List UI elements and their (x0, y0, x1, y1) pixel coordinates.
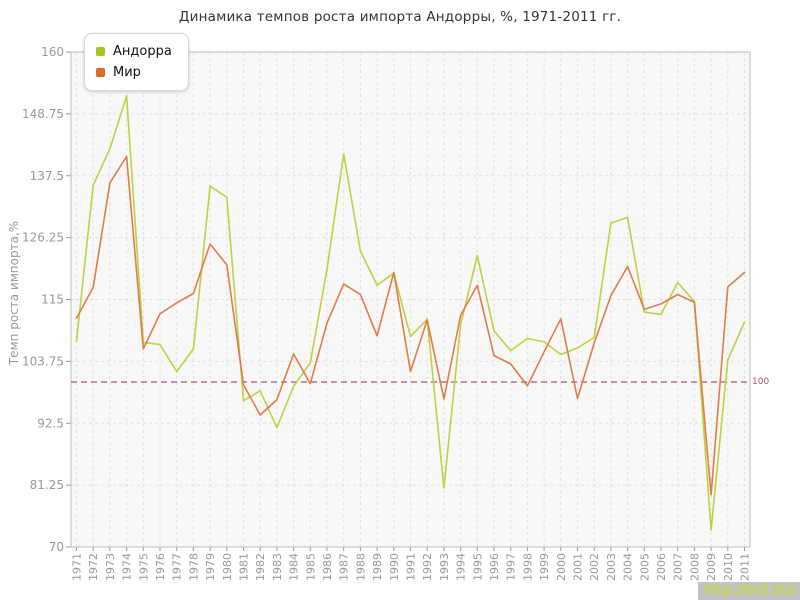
y-tick-label: 92.5 (37, 416, 64, 430)
x-tick-label: 1974 (121, 553, 134, 581)
x-tick-label: 1998 (521, 553, 534, 581)
x-tick-label: 2005 (638, 553, 651, 581)
x-tick-label: 1996 (488, 553, 501, 581)
x-tick-label: 1976 (154, 553, 167, 581)
x-tick-label: 1985 (304, 553, 317, 581)
y-tick-label: 126.25 (22, 231, 64, 245)
x-tick-label: 1990 (388, 553, 401, 581)
legend: Андорра Мир (84, 33, 189, 91)
x-tick-label: 1982 (254, 553, 267, 581)
x-tick-label: 1987 (338, 553, 351, 581)
x-tick-label: 2002 (588, 553, 601, 581)
x-tick-label: 1971 (71, 553, 84, 581)
y-tick-label: 137.5 (30, 169, 64, 183)
chart-title: Динамика темпов роста импорта Андорры, %… (178, 9, 622, 25)
mir-series-swatch-icon (96, 68, 105, 77)
x-tick-label: 2006 (655, 553, 668, 581)
x-tick-label: 1986 (321, 553, 334, 581)
watermark-link[interactable]: http://be5.biz/ (698, 582, 800, 600)
x-tick-label: 1997 (505, 553, 518, 581)
x-tick-label: 1988 (354, 553, 367, 581)
x-tick-label: 1999 (538, 553, 551, 581)
x-tick-label: 1973 (104, 553, 117, 581)
x-tick-label: 1995 (471, 553, 484, 581)
y-tick-label: 103.75 (22, 354, 64, 368)
series-line-andorra (75, 95, 746, 531)
x-tick-label: 1994 (455, 553, 468, 581)
x-tick-label: 1983 (271, 553, 284, 581)
x-tick-label: 1975 (137, 553, 150, 581)
x-tick-label: 2003 (605, 553, 618, 581)
x-tick-label: 1991 (405, 553, 418, 581)
x-tick-label: 1993 (438, 553, 451, 581)
x-tick-label: 2010 (722, 553, 735, 581)
y-tick-label: 148.75 (22, 107, 64, 121)
x-tick-label: 1992 (421, 553, 434, 581)
series-line-mir (75, 155, 746, 496)
x-tick-label: 2011 (739, 553, 752, 581)
plot-border (70, 51, 751, 548)
y-tick-label: 70 (49, 540, 64, 554)
legend-item-mir[interactable]: Мир (96, 62, 172, 83)
x-tick-label: 2007 (672, 553, 685, 581)
x-tick-label: 1977 (171, 553, 184, 581)
y-tick-label: 115 (41, 293, 64, 307)
x-tick-label: 2001 (572, 553, 585, 581)
x-tick-label: 1979 (204, 553, 217, 581)
x-tick-label: 1980 (221, 553, 234, 581)
legend-label-andorra: Андорра (113, 44, 172, 59)
x-tick-label: 1981 (238, 553, 251, 581)
x-tick-label: 2000 (555, 553, 568, 581)
y-tick-label: 81.25 (30, 478, 64, 492)
x-tick-label: 2008 (688, 553, 701, 581)
baseline-100-label: 100 (752, 377, 770, 387)
andorra-series-swatch-icon (96, 47, 105, 56)
legend-item-andorra[interactable]: Андорра (96, 41, 172, 62)
x-tick-label: 2004 (622, 553, 635, 581)
y-axis-title: Темп роста импорта,% (7, 220, 21, 366)
y-tick-label: 160 (41, 45, 64, 59)
x-tick-label: 1989 (371, 553, 384, 581)
x-tick-label: 1972 (87, 553, 100, 581)
x-tick-label: 2009 (705, 553, 718, 581)
legend-label-mir: Мир (113, 65, 141, 80)
x-tick-label: 1978 (187, 553, 200, 581)
x-tick-label: 1984 (288, 553, 301, 581)
